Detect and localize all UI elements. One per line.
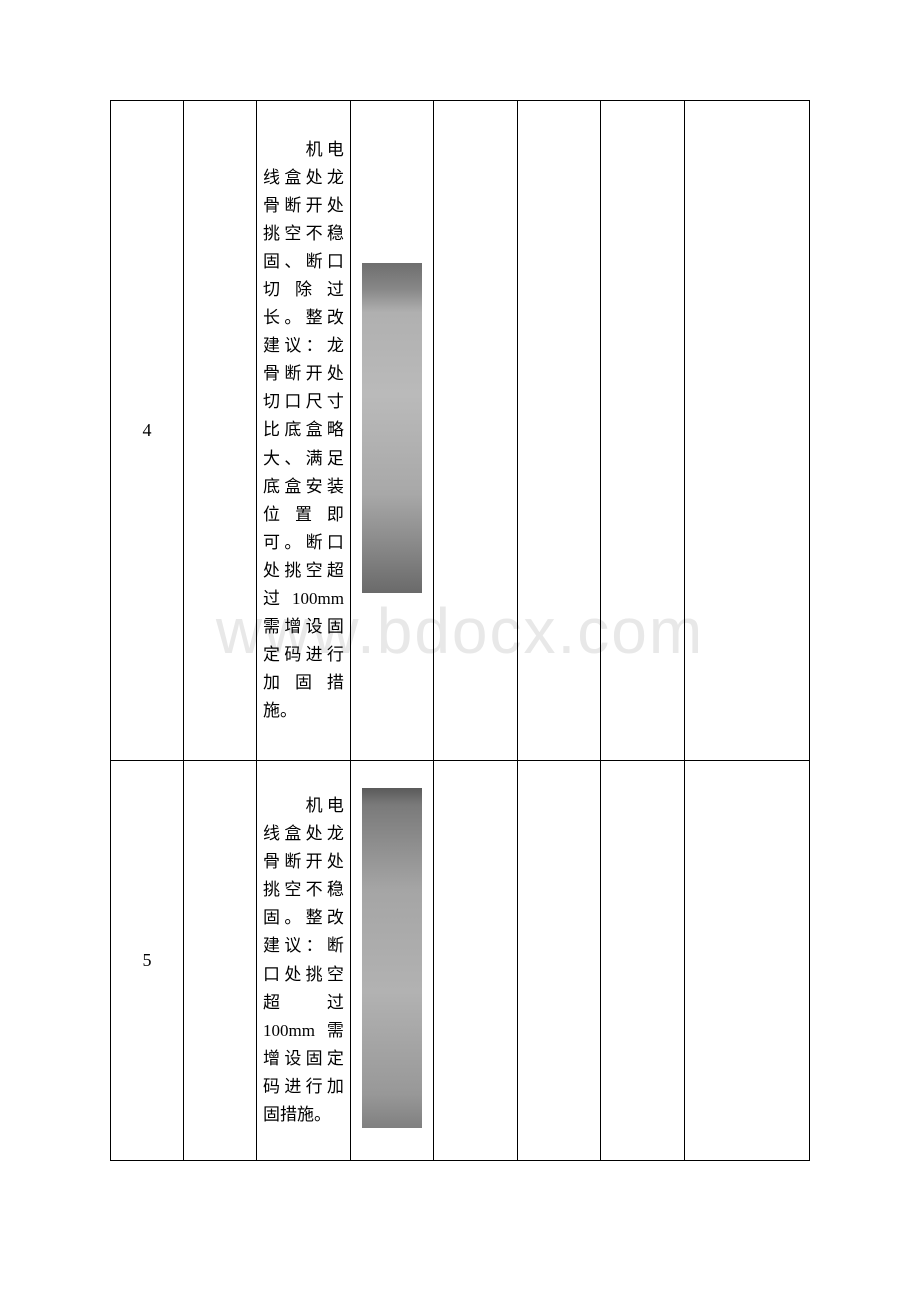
- image-cell: [350, 761, 433, 1161]
- table-row: 4 机电线盒处龙骨断开处挑空不稳固、断口切除过长。整改建议：龙骨断开处切口尺寸比…: [111, 101, 810, 761]
- table-row: 5 机电线盒处龙骨断开处挑空不稳固。整改建议：断口处挑空超过100mm需增设固定…: [111, 761, 810, 1161]
- row-index-cell: 5: [111, 761, 184, 1161]
- page-container: www.bdocx.com 4 机电线盒处龙骨断开处挑空不稳固、断口切除过长。整…: [0, 0, 920, 1261]
- inspection-table: 4 机电线盒处龙骨断开处挑空不稳固、断口切除过长。整改建议：龙骨断开处切口尺寸比…: [110, 100, 810, 1161]
- blank-cell: [684, 101, 809, 761]
- table-wrapper: 4 机电线盒处龙骨断开处挑空不稳固、断口切除过长。整改建议：龙骨断开处切口尺寸比…: [110, 100, 810, 1161]
- blank-cell: [184, 101, 257, 761]
- description-cell: 机电线盒处龙骨断开处挑空不稳固、断口切除过长。整改建议：龙骨断开处切口尺寸比底盒…: [257, 101, 351, 761]
- blank-cell: [434, 761, 517, 1161]
- description-cell: 机电线盒处龙骨断开处挑空不稳固。整改建议：断口处挑空超过100mm需增设固定码进…: [257, 761, 351, 1161]
- blank-cell: [601, 761, 684, 1161]
- image-cell: [350, 101, 433, 761]
- blank-cell: [601, 101, 684, 761]
- blank-cell: [517, 761, 600, 1161]
- photo-placeholder: [362, 788, 422, 1128]
- blank-cell: [517, 101, 600, 761]
- photo-placeholder: [362, 263, 422, 593]
- blank-cell: [434, 101, 517, 761]
- blank-cell: [684, 761, 809, 1161]
- blank-cell: [184, 761, 257, 1161]
- row-index-cell: 4: [111, 101, 184, 761]
